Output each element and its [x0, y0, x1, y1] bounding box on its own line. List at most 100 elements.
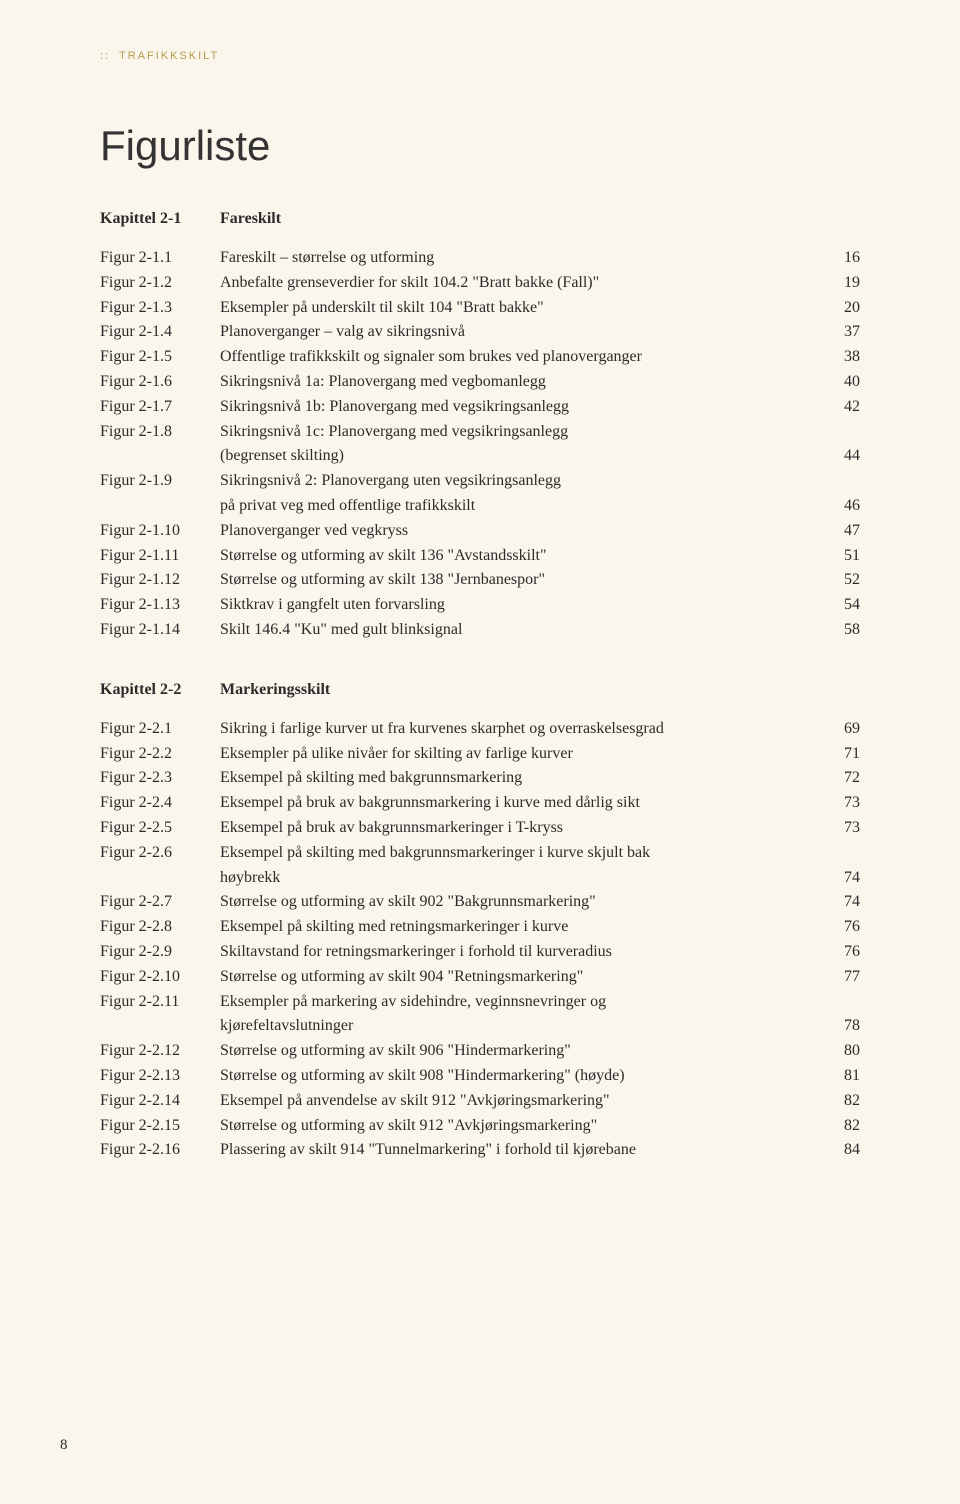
figure-description: Eksempler på ulike nivåer for skilting a…: [220, 742, 830, 767]
figure-entry: Figur 2-2.1Sikring i farlige kurver ut f…: [100, 717, 860, 742]
figure-label: Figur 2-2.12: [100, 1039, 220, 1064]
figure-entry: Figur 2-1.10Planoverganger ved vegkryss4…: [100, 519, 860, 544]
figure-label: [100, 1014, 220, 1039]
figure-label: Figur 2-1.7: [100, 395, 220, 420]
figure-label: Figur 2-2.4: [100, 791, 220, 816]
figure-description: Sikringsnivå 1b: Planovergang med vegsik…: [220, 395, 830, 420]
figure-entry: Figur 2-1.1Fareskilt – størrelse og utfo…: [100, 246, 860, 271]
figure-description: Fareskilt – størrelse og utforming: [220, 246, 830, 271]
figure-label: Figur 2-1.4: [100, 320, 220, 345]
chapter-label: Kapittel 2-2: [100, 681, 220, 699]
figure-page: 38: [830, 345, 860, 370]
figure-entry: Figur 2-1.13Siktkrav i gangfelt uten for…: [100, 593, 860, 618]
chapter-title: Fareskilt: [220, 210, 281, 228]
figure-description: Eksempel på skilting med bakgrunnsmarker…: [220, 766, 830, 791]
figure-page: 76: [830, 940, 860, 965]
figure-page: [830, 420, 860, 445]
figure-entry: Figur 2-2.16Plassering av skilt 914 "Tun…: [100, 1138, 860, 1163]
figure-label: Figur 2-1.3: [100, 296, 220, 321]
figure-entry: Figur 2-2.5Eksempel på bruk av bakgrunns…: [100, 816, 860, 841]
figure-page: 46: [830, 494, 860, 519]
figure-description: Eksempel på skilting med retningsmarkeri…: [220, 915, 830, 940]
figure-description: Planoverganger – valg av sikringsnivå: [220, 320, 830, 345]
figure-page: 52: [830, 568, 860, 593]
figure-label: [100, 494, 220, 519]
figure-description: høybrekk: [220, 866, 830, 891]
figure-entry: Figur 2-1.14Skilt 146.4 "Ku" med gult bl…: [100, 618, 860, 643]
figure-entry: Figur 2-2.11Eksempler på markering av si…: [100, 990, 860, 1015]
section-header: Kapittel 2-1Fareskilt: [100, 210, 860, 228]
figure-page: 81: [830, 1064, 860, 1089]
figure-entry: Figur 2-2.2Eksempler på ulike nivåer for…: [100, 742, 860, 767]
figure-label: Figur 2-1.10: [100, 519, 220, 544]
figure-description: Størrelse og utforming av skilt 138 "Jer…: [220, 568, 830, 593]
figure-page: 74: [830, 866, 860, 891]
figure-page: 72: [830, 766, 860, 791]
figure-page: [830, 841, 860, 866]
figure-label: Figur 2-1.2: [100, 271, 220, 296]
figure-page: 76: [830, 915, 860, 940]
figure-page: 47: [830, 519, 860, 544]
figure-description: Størrelse og utforming av skilt 908 "Hin…: [220, 1064, 830, 1089]
figure-entry: høybrekk74: [100, 866, 860, 891]
figure-entry: Figur 2-1.6Sikringsnivå 1a: Planovergang…: [100, 370, 860, 395]
figure-description: (begrenset skilting): [220, 444, 830, 469]
figure-description: Anbefalte grenseverdier for skilt 104.2 …: [220, 271, 830, 296]
figure-entry: på privat veg med offentlige trafikkskil…: [100, 494, 860, 519]
figure-page: 44: [830, 444, 860, 469]
figure-page: 37: [830, 320, 860, 345]
figure-page: 71: [830, 742, 860, 767]
running-header-text: TRAFIKKSKILT: [119, 50, 219, 62]
figure-label: Figur 2-2.10: [100, 965, 220, 990]
figure-entry: Figur 2-2.6Eksempel på skilting med bakg…: [100, 841, 860, 866]
figure-entry: Figur 2-2.12Størrelse og utforming av sk…: [100, 1039, 860, 1064]
figure-entry: Figur 2-1.5Offentlige trafikkskilt og si…: [100, 345, 860, 370]
figure-label: Figur 2-1.9: [100, 469, 220, 494]
figure-label: Figur 2-1.13: [100, 593, 220, 618]
section-header: Kapittel 2-2Markeringsskilt: [100, 681, 860, 699]
figure-label: Figur 2-2.5: [100, 816, 220, 841]
figure-label: Figur 2-2.3: [100, 766, 220, 791]
figure-label: Figur 2-1.6: [100, 370, 220, 395]
page-title: Figurliste: [100, 122, 860, 170]
figure-description: Størrelse og utforming av skilt 902 "Bak…: [220, 890, 830, 915]
figure-entry: Figur 2-2.3Eksempel på skilting med bakg…: [100, 766, 860, 791]
chapter-label: Kapittel 2-1: [100, 210, 220, 228]
figure-description: Størrelse og utforming av skilt 912 "Avk…: [220, 1114, 830, 1139]
figure-label: Figur 2-2.1: [100, 717, 220, 742]
figure-page: 82: [830, 1089, 860, 1114]
figure-description: Eksempel på skilting med bakgrunnsmarker…: [220, 841, 830, 866]
figure-page: 77: [830, 965, 860, 990]
figure-entry: Figur 2-2.8Eksempel på skilting med retn…: [100, 915, 860, 940]
figure-label: Figur 2-2.11: [100, 990, 220, 1015]
figure-entry: Figur 2-2.15Størrelse og utforming av sk…: [100, 1114, 860, 1139]
figure-page: 82: [830, 1114, 860, 1139]
figure-entry: Figur 2-2.14Eksempel på anvendelse av sk…: [100, 1089, 860, 1114]
figure-page: 51: [830, 544, 860, 569]
figure-description: Plassering av skilt 914 "Tunnelmarkering…: [220, 1138, 830, 1163]
figure-page: 58: [830, 618, 860, 643]
figure-page: [830, 990, 860, 1015]
figure-entry: Figur 2-1.3Eksempler på underskilt til s…: [100, 296, 860, 321]
figure-description: Sikringsnivå 1c: Planovergang med vegsik…: [220, 420, 830, 445]
page-number: 8: [60, 1437, 68, 1454]
figure-page: 78: [830, 1014, 860, 1039]
figure-description: Eksempler på markering av sidehindre, ve…: [220, 990, 830, 1015]
figure-entry: Figur 2-1.7Sikringsnivå 1b: Planovergang…: [100, 395, 860, 420]
figure-description: Størrelse og utforming av skilt 136 "Avs…: [220, 544, 830, 569]
figure-label: Figur 2-1.8: [100, 420, 220, 445]
figure-label: Figur 2-2.15: [100, 1114, 220, 1139]
figure-list-section: Kapittel 2-1Fareskilt Figur 2-1.1Fareskil…: [100, 210, 860, 643]
figure-page: 40: [830, 370, 860, 395]
figure-description: Eksempel på bruk av bakgrunnsmarkeringer…: [220, 816, 830, 841]
figure-label: Figur 2-1.5: [100, 345, 220, 370]
figure-label: Figur 2-2.8: [100, 915, 220, 940]
figure-page: 20: [830, 296, 860, 321]
figure-description: kjørefeltavslutninger: [220, 1014, 830, 1039]
figure-label: Figur 2-1.11: [100, 544, 220, 569]
figure-description: Størrelse og utforming av skilt 904 "Ret…: [220, 965, 830, 990]
figure-label: Figur 2-2.7: [100, 890, 220, 915]
figure-entry: Figur 2-1.11Størrelse og utforming av sk…: [100, 544, 860, 569]
figure-description: Siktkrav i gangfelt uten forvarsling: [220, 593, 830, 618]
figure-label: Figur 2-2.16: [100, 1138, 220, 1163]
